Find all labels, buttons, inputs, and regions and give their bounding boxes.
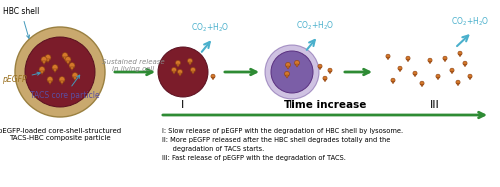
Polygon shape (42, 61, 46, 65)
Circle shape (420, 81, 424, 85)
Circle shape (59, 77, 65, 82)
Circle shape (39, 67, 45, 73)
Polygon shape (428, 61, 432, 64)
Circle shape (176, 60, 180, 65)
Polygon shape (70, 67, 74, 70)
Circle shape (398, 66, 402, 70)
Text: Sustained release
in living cell: Sustained release in living cell (102, 59, 164, 71)
Text: TACS core particle: TACS core particle (30, 75, 100, 100)
Circle shape (41, 57, 47, 62)
Polygon shape (66, 61, 70, 65)
Circle shape (406, 56, 410, 60)
Circle shape (318, 64, 322, 68)
Circle shape (72, 73, 78, 79)
Circle shape (450, 68, 454, 72)
Polygon shape (414, 74, 416, 77)
Polygon shape (172, 71, 176, 74)
Polygon shape (60, 81, 64, 85)
Circle shape (190, 67, 196, 72)
Polygon shape (406, 59, 410, 62)
Polygon shape (392, 81, 394, 84)
Text: I: Slow release of pEGFP with the degradation of HBC shell by lysosome.: I: Slow release of pEGFP with the degrad… (162, 128, 403, 134)
Circle shape (52, 65, 58, 70)
Circle shape (328, 68, 332, 72)
Circle shape (428, 58, 432, 62)
Circle shape (443, 56, 447, 60)
Circle shape (323, 76, 327, 80)
Polygon shape (464, 64, 466, 67)
Text: III: III (430, 100, 440, 110)
Text: degradation of TACS starts.: degradation of TACS starts. (162, 146, 264, 152)
Circle shape (178, 69, 182, 74)
Circle shape (265, 45, 319, 99)
Circle shape (211, 74, 215, 78)
Circle shape (188, 58, 192, 63)
Circle shape (15, 27, 105, 117)
Circle shape (391, 78, 395, 82)
Circle shape (456, 80, 460, 84)
Polygon shape (468, 77, 471, 80)
Circle shape (284, 71, 290, 76)
Circle shape (69, 63, 75, 68)
Text: CO$_2$+H$_2$O: CO$_2$+H$_2$O (191, 22, 229, 34)
Polygon shape (46, 59, 50, 62)
Polygon shape (420, 84, 424, 87)
Circle shape (463, 61, 467, 65)
Polygon shape (188, 62, 192, 65)
Circle shape (271, 51, 313, 93)
Circle shape (458, 51, 462, 55)
Circle shape (286, 62, 290, 68)
Polygon shape (53, 69, 57, 72)
Text: II: II (289, 100, 295, 110)
Polygon shape (286, 66, 290, 69)
Polygon shape (386, 57, 390, 60)
Circle shape (436, 74, 440, 78)
Polygon shape (212, 77, 214, 80)
Polygon shape (192, 71, 194, 74)
Text: III: Fast release of pEGFP with the degradation of TACS.: III: Fast release of pEGFP with the degr… (162, 155, 346, 161)
Text: HBC shell: HBC shell (3, 7, 40, 38)
Circle shape (45, 55, 51, 60)
Polygon shape (176, 64, 180, 67)
Polygon shape (178, 73, 182, 76)
Text: I: I (182, 100, 184, 110)
Polygon shape (63, 57, 67, 60)
Polygon shape (286, 75, 288, 78)
Circle shape (172, 67, 176, 72)
Polygon shape (73, 77, 77, 80)
Text: pEGFP: pEGFP (2, 72, 40, 84)
Polygon shape (458, 54, 462, 57)
Polygon shape (48, 81, 52, 85)
Polygon shape (296, 64, 298, 67)
Circle shape (25, 37, 95, 107)
Text: pEGFP-loaded core-shell-structured
TACS-HBC composite particle: pEGFP-loaded core-shell-structured TACS-… (0, 128, 122, 141)
Circle shape (47, 77, 53, 82)
Polygon shape (40, 71, 44, 74)
Text: CO$_2$+H$_2$O: CO$_2$+H$_2$O (451, 16, 489, 28)
Circle shape (468, 74, 472, 78)
Circle shape (294, 60, 300, 65)
Polygon shape (328, 71, 332, 74)
Circle shape (65, 57, 71, 62)
Text: II: More pEGFP released after the HBC shell degrades totally and the: II: More pEGFP released after the HBC sh… (162, 137, 390, 143)
Polygon shape (450, 71, 454, 74)
Polygon shape (324, 79, 326, 82)
Polygon shape (456, 83, 460, 86)
Circle shape (158, 47, 208, 97)
Circle shape (386, 54, 390, 58)
Polygon shape (398, 69, 402, 72)
Polygon shape (444, 59, 446, 62)
Circle shape (413, 71, 417, 75)
Text: CO$_2$+H$_2$O: CO$_2$+H$_2$O (296, 19, 334, 32)
Polygon shape (318, 67, 322, 70)
Polygon shape (436, 77, 440, 80)
Circle shape (62, 53, 68, 59)
Text: Time increase: Time increase (284, 100, 366, 110)
